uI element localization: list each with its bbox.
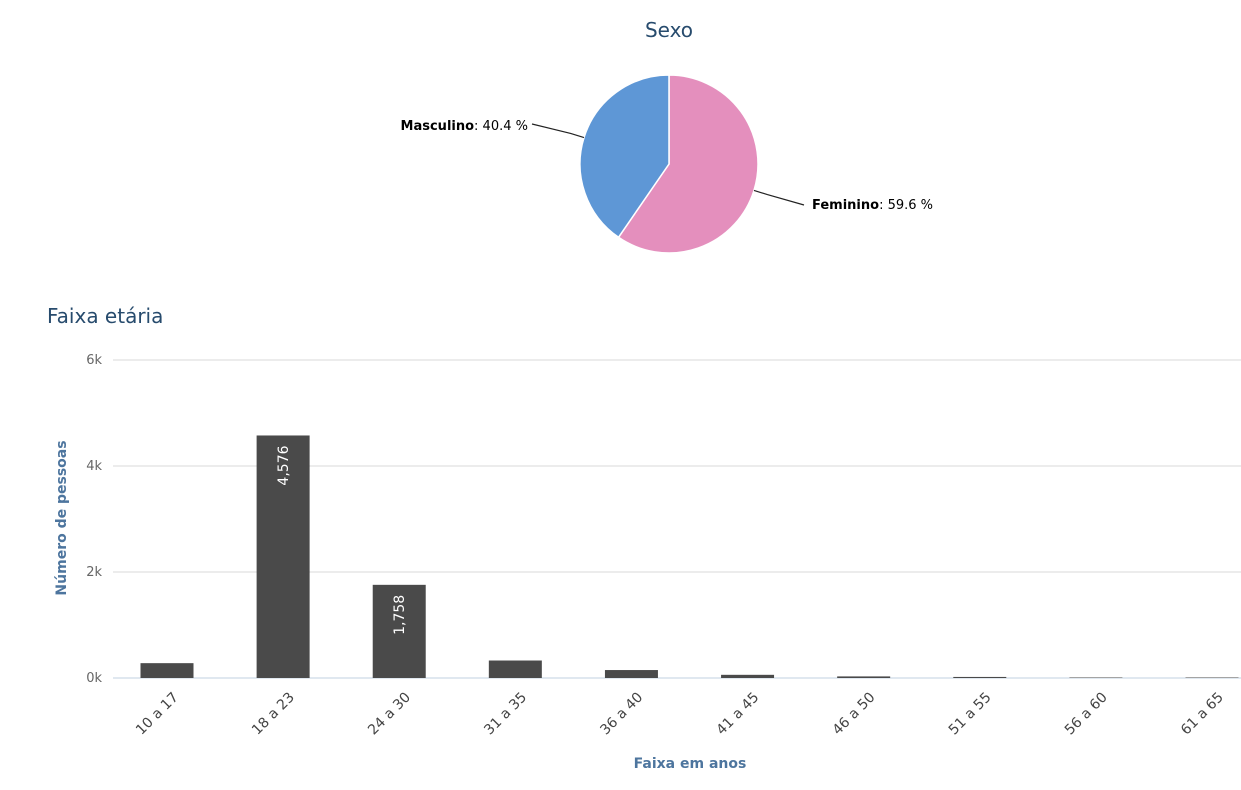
pie-label-value: : 59.6 %	[879, 198, 933, 213]
x-tick-label: 46 a 50	[830, 690, 879, 739]
x-axis-title: Faixa em anos	[634, 756, 747, 772]
x-tick-label: 61 a 65	[1178, 690, 1227, 739]
x-tick-label: 18 a 23	[249, 690, 298, 739]
bar-61-a-65	[1185, 677, 1239, 678]
bar-36-a-40	[604, 670, 658, 678]
bar-chart-x-ticks: 10 a 17 18 a 23 24 a 30 31 a 35 36 a 40 41 a …	[133, 690, 1227, 739]
y-tick-label: 2k	[86, 565, 102, 580]
bar-31-a-35	[488, 660, 542, 678]
y-tick-label: 4k	[86, 459, 102, 474]
bar-24-a-30	[372, 584, 426, 678]
bar-18-a-23	[256, 435, 310, 678]
bar-46-a-50	[837, 676, 891, 678]
pie-label-feminino: Feminino: 59.6 %	[812, 198, 933, 213]
y-axis-title: Número de pessoas	[54, 440, 70, 595]
y-tick-label: 0k	[86, 671, 102, 686]
pie-slice-feminino	[617, 74, 759, 254]
x-tick-label: 24 a 30	[365, 690, 414, 739]
pie-label-masculino: Masculino: 40.4 %	[401, 119, 528, 134]
x-tick-label: 56 a 60	[1062, 690, 1111, 739]
x-tick-label: 41 a 45	[714, 690, 763, 739]
x-tick-label: 36 a 40	[597, 690, 646, 739]
bar-data-label-18-a-23: 4,576	[276, 445, 292, 485]
pie-chart: Feminino: 59.6 % Masculino: 40.4 %	[401, 74, 933, 254]
bar-data-label-24-a-30: 1,758	[392, 595, 408, 635]
pie-label-name: Masculino	[401, 119, 475, 134]
x-tick-label: 10 a 17	[133, 690, 182, 739]
bar-41-a-45	[721, 674, 775, 678]
pie-connector-masculino	[531, 123, 585, 139]
bar-51-a-55	[953, 676, 1007, 678]
bar-10-a-17	[140, 663, 194, 678]
pie-chart-title: Sexo	[645, 18, 693, 42]
x-tick-label: 51 a 55	[946, 690, 995, 739]
bar-chart-bars: 4,576 1,758	[140, 435, 1239, 678]
pie-connector-feminino	[753, 189, 805, 206]
y-tick-label: 6k	[86, 353, 102, 368]
pie-label-value: : 40.4 %	[474, 119, 528, 134]
bar-chart-title: Faixa etária	[47, 304, 163, 328]
bar-56-a-60	[1069, 677, 1123, 678]
pie-slice-masculino	[579, 74, 670, 239]
pie-label-name: Feminino	[812, 198, 879, 213]
x-tick-label: 31 a 35	[481, 690, 530, 739]
